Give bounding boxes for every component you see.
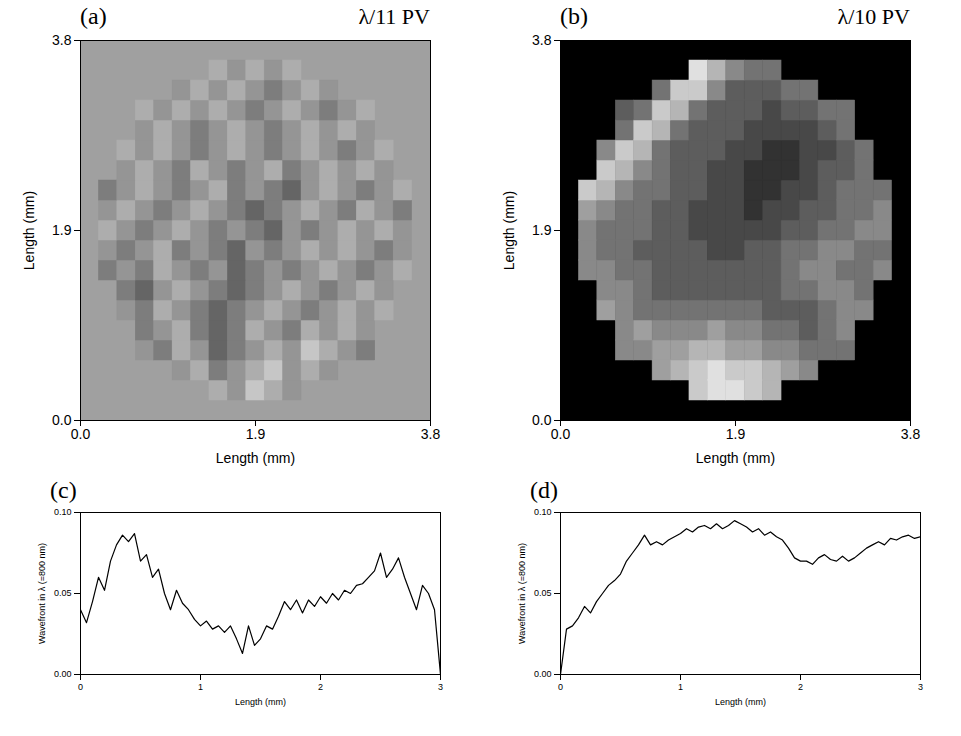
svg-text:Length (mm): Length (mm) bbox=[501, 191, 517, 270]
svg-text:Length (mm): Length (mm) bbox=[21, 191, 37, 270]
svg-text:3.8: 3.8 bbox=[532, 32, 552, 48]
svg-text:3: 3 bbox=[918, 682, 923, 692]
svg-text:1.9: 1.9 bbox=[52, 222, 72, 238]
svg-text:Length (mm): Length (mm) bbox=[696, 450, 775, 466]
svg-text:2: 2 bbox=[318, 682, 323, 692]
svg-text:0.0: 0.0 bbox=[71, 426, 91, 442]
svg-text:3.8: 3.8 bbox=[901, 426, 921, 442]
svg-text:1: 1 bbox=[678, 682, 683, 692]
svg-text:1.9: 1.9 bbox=[532, 222, 552, 238]
html-text:(d): (d) bbox=[530, 477, 558, 503]
svg-text:3.8: 3.8 bbox=[52, 32, 72, 48]
svg-text:0.10: 0.10 bbox=[534, 507, 552, 517]
svg-text:0.10: 0.10 bbox=[54, 507, 72, 517]
svg-text:0.05: 0.05 bbox=[534, 588, 552, 598]
svg-text:Length (mm): Length (mm) bbox=[235, 697, 286, 707]
svg-text:0.00: 0.00 bbox=[534, 669, 552, 679]
html-text:λ/11 PV: λ/11 PV bbox=[358, 4, 430, 29]
svg-text:Wavefront in λ (=800 nm): Wavefront in λ (=800 nm) bbox=[517, 543, 527, 644]
svg-text:3.8: 3.8 bbox=[421, 426, 441, 442]
svg-text:3: 3 bbox=[438, 682, 443, 692]
svg-text:Length (mm): Length (mm) bbox=[715, 697, 766, 707]
svg-text:0: 0 bbox=[558, 682, 563, 692]
html-text:(c): (c) bbox=[50, 477, 77, 503]
svg-text:Wavefront in λ (=800 nm): Wavefront in λ (=800 nm) bbox=[37, 543, 47, 644]
svg-text:0.0: 0.0 bbox=[551, 426, 571, 442]
svg-text:0: 0 bbox=[78, 682, 83, 692]
svg-text:0.00: 0.00 bbox=[54, 669, 72, 679]
svg-text:Length (mm): Length (mm) bbox=[216, 450, 295, 466]
html-text:(b): (b) bbox=[560, 3, 588, 29]
svg-text:2: 2 bbox=[798, 682, 803, 692]
svg-text:1: 1 bbox=[198, 682, 203, 692]
svg-text:0.05: 0.05 bbox=[54, 588, 72, 598]
html-text:λ/10 PV: λ/10 PV bbox=[837, 4, 910, 29]
svg-text:1.9: 1.9 bbox=[726, 426, 746, 442]
svg-text:0.0: 0.0 bbox=[52, 412, 72, 428]
svg-text:1.9: 1.9 bbox=[246, 426, 266, 442]
svg-text:0.0: 0.0 bbox=[532, 412, 552, 428]
html-text:(a): (a) bbox=[80, 3, 107, 29]
